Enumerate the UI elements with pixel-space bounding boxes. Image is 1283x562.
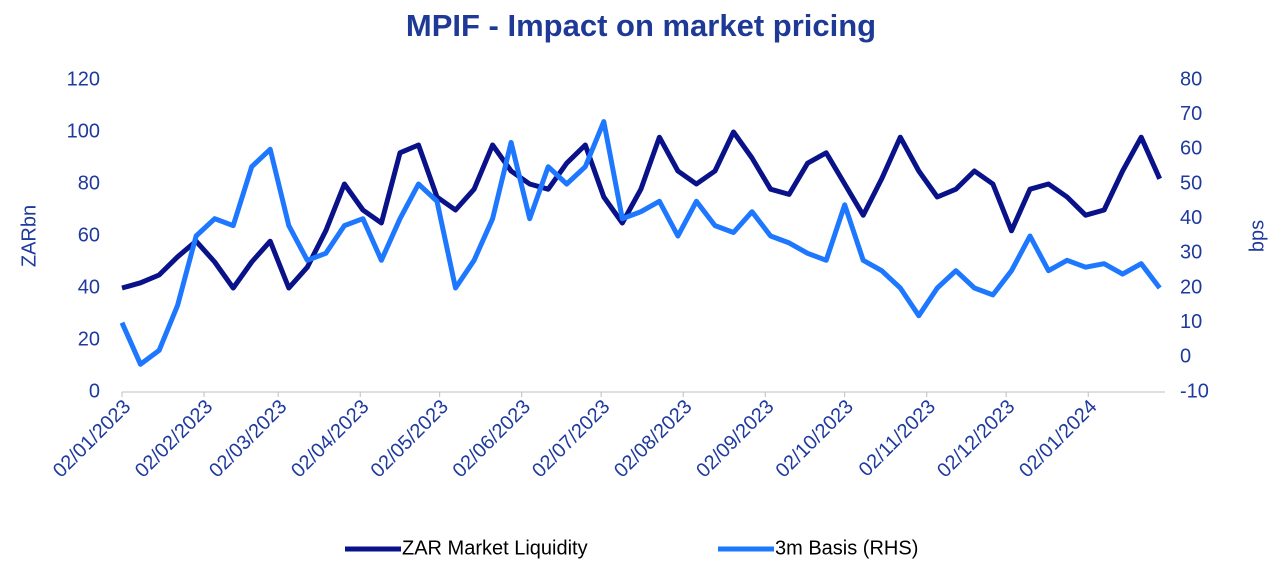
data-line — [119, 119, 1162, 367]
y2-tick-label: 70 — [1180, 103, 1202, 125]
y2-tick-label: 0 — [1180, 346, 1191, 368]
data-line — [121, 129, 1162, 291]
x-tick-label: 02/05/2023 — [367, 396, 453, 482]
y-tick-label: 100 — [67, 120, 100, 142]
y2-tick-label: 20 — [1180, 276, 1202, 298]
y-tick-label: 120 — [67, 68, 100, 90]
x-tick-label: 02/09/2023 — [692, 396, 778, 482]
x-tick-label: 02/04/2023 — [287, 396, 373, 482]
x-tick-label: 02/10/2023 — [772, 396, 858, 482]
y2-tick-label: -10 — [1180, 380, 1209, 402]
y-axis-label: ZARbn — [18, 205, 40, 267]
x-tick-label: 02/08/2023 — [610, 396, 696, 482]
x-tick-label: 02/11/2023 — [855, 396, 940, 481]
y-tick-label: 0 — [89, 380, 100, 402]
x-tick-label: 02/06/2023 — [449, 396, 535, 482]
legend-label: ZAR Market Liquidity — [402, 537, 588, 559]
x-tick-label: 02/01/2023 — [49, 396, 135, 482]
x-tick-label: 02/01/2024 — [1015, 396, 1101, 482]
y2-tick-label: 50 — [1180, 172, 1202, 194]
y2-tick-label: 10 — [1180, 311, 1202, 333]
x-tick-label: 02/07/2023 — [528, 396, 614, 482]
y2-tick-label: 30 — [1180, 242, 1202, 264]
y-tick-label: 20 — [78, 328, 100, 350]
y2-tick-label: 40 — [1180, 207, 1202, 229]
x-tick-label: 02/03/2023 — [205, 396, 291, 482]
y2-axis-label: bps — [1246, 220, 1268, 252]
x-tick-label: 02/02/2023 — [131, 396, 217, 482]
y2-tick-label: 80 — [1180, 68, 1202, 90]
legend-label: 3m Basis (RHS) — [775, 537, 918, 559]
y-tick-label: 60 — [78, 224, 100, 246]
y-tick-label: 40 — [78, 276, 100, 298]
y2-tick-label: 60 — [1180, 138, 1202, 160]
chart-title: MPIF - Impact on market pricing — [406, 8, 876, 43]
x-tick-label: 02/12/2023 — [933, 396, 1019, 482]
y-tick-label: 80 — [78, 172, 100, 194]
